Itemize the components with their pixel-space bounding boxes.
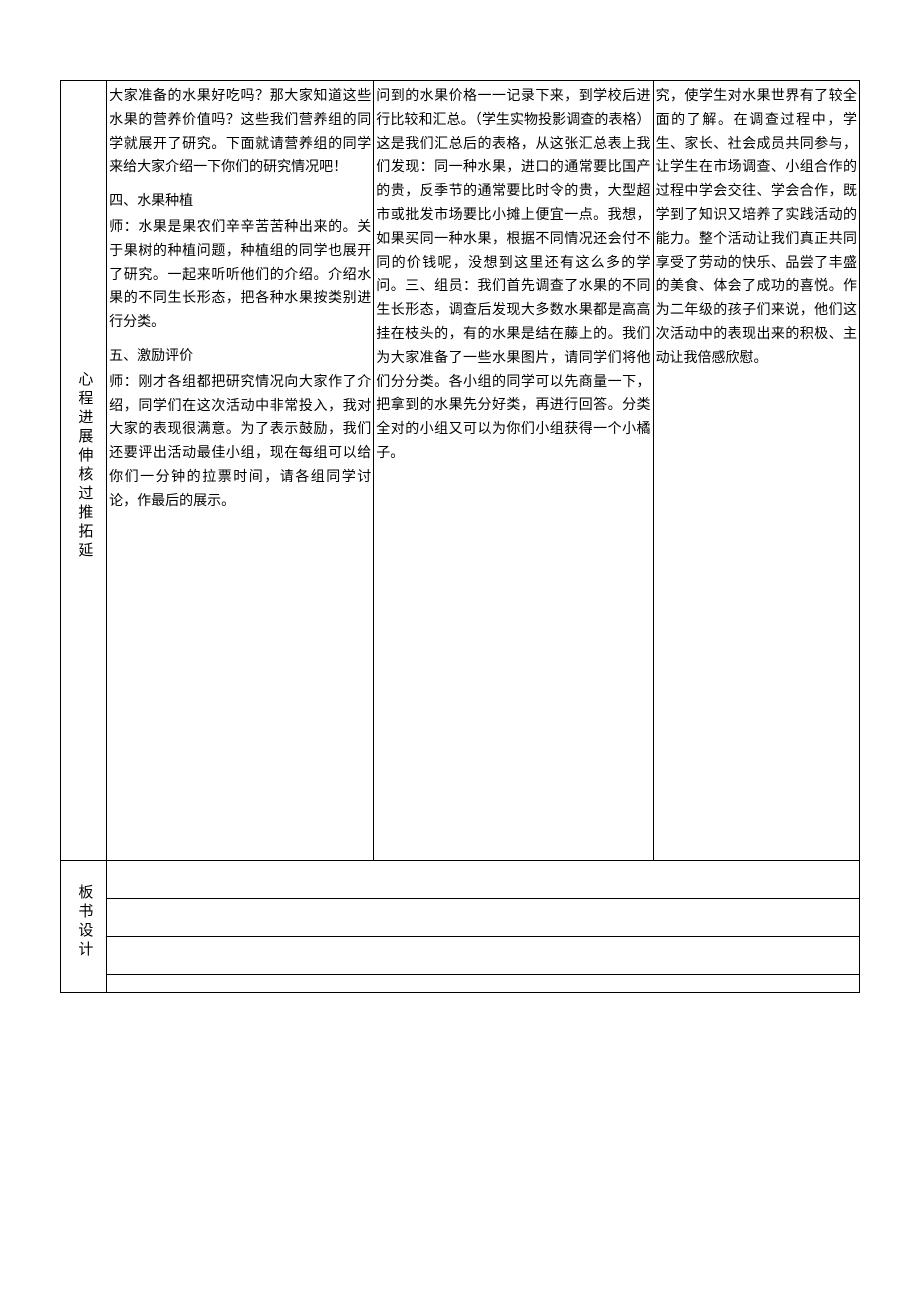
board-design-label-cell: 板书设计	[61, 861, 107, 993]
board-design-row-4	[61, 975, 860, 993]
board-design-row-1: 板书设计	[61, 861, 860, 899]
board-design-cell-1	[107, 861, 860, 899]
student-activity-cell: 问到的水果价格一一记录下来，到学校后进行比较和汇总。（学生实物投影调查的表格）这…	[374, 81, 653, 861]
section-label-cell: 心程进展伸核过推拓延	[61, 81, 107, 861]
board-design-row-2	[61, 899, 860, 937]
board-design-row-3	[61, 937, 860, 975]
col2-paragraph-2: 师：水果是果农们辛辛苦苦种出来的。关于果树的种植问题，种植组的同学也展开了研究。…	[109, 220, 371, 330]
col2-paragraph-3: 师：刚才各组都把研究情况向大家作了介绍，同学们在这次活动中非常投入，我对大家的表…	[109, 375, 371, 509]
col3-paragraph-1: 问到的水果价格一一记录下来，到学校后进行比较和汇总。（学生实物投影调查的表格）这…	[376, 89, 650, 461]
board-design-label-text: 板书设计	[71, 884, 97, 960]
col2-heading-4: 四、水果种植	[109, 190, 371, 214]
col4-paragraph-1: 究，使学生对水果世界有了较全面的了解。在调查过程中，学生、家长、社会成员共同参与…	[656, 89, 857, 366]
col2-paragraph-1: 大家准备的水果好吃吗？那大家知道这些水果的营养价值吗？这些我们营养组的同学就展开…	[109, 89, 371, 175]
board-design-cell-2	[107, 899, 860, 937]
board-design-cell-4	[107, 975, 860, 993]
col2-heading-5: 五、激励评价	[109, 345, 371, 369]
section-label-text: 心程进展伸核过推拓延	[71, 371, 97, 561]
main-content-row: 心程进展伸核过推拓延 大家准备的水果好吃吗？那大家知道这些水果的营养价值吗？这些…	[61, 81, 860, 861]
lesson-plan-table: 心程进展伸核过推拓延 大家准备的水果好吃吗？那大家知道这些水果的营养价值吗？这些…	[60, 80, 860, 993]
board-design-cell-3	[107, 937, 860, 975]
reflection-cell: 究，使学生对水果世界有了较全面的了解。在调查过程中，学生、家长、社会成员共同参与…	[653, 81, 859, 861]
teacher-activity-cell: 大家准备的水果好吃吗？那大家知道这些水果的营养价值吗？这些我们营养组的同学就展开…	[107, 81, 374, 861]
